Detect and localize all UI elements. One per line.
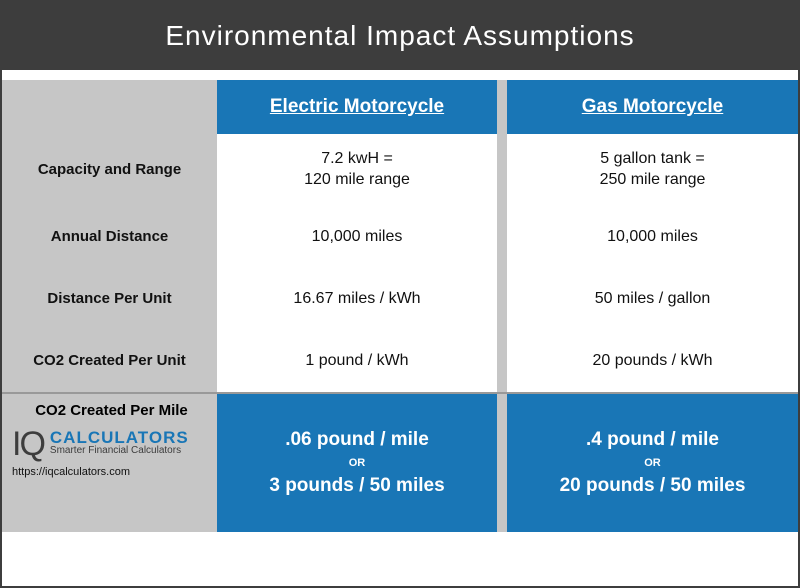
comparison-table: Capacity and Range 7.2 kwH = 120 mile ra… [2, 134, 798, 392]
cell-electric-capacity: 7.2 kwH = 120 mile range [217, 134, 497, 206]
summary-electric-line2: 3 pounds / 50 miles [269, 475, 444, 497]
row-divider [497, 268, 507, 330]
logo-sub-text: Smarter Financial Calculators [50, 446, 189, 456]
cell-gas-co2unit: 20 pounds / kWh [507, 330, 798, 392]
summary-row: CO2 Created Per Mile IQ CALCULATORS Smar… [2, 392, 798, 532]
row-label-capacity: Capacity and Range [2, 134, 217, 206]
col-header-gas: Gas Motorcycle [507, 80, 798, 134]
summary-electric: .06 pound / mile OR 3 pounds / 50 miles [217, 394, 497, 532]
summary-label-col: CO2 Created Per Mile IQ CALCULATORS Smar… [2, 394, 217, 532]
row-label-annual: Annual Distance [2, 206, 217, 268]
header-divider [497, 80, 507, 134]
cell-electric-dpu: 16.67 miles / kWh [217, 268, 497, 330]
header-gap [2, 70, 798, 80]
brand-logo: IQ CALCULATORS Smarter Financial Calcula… [12, 429, 211, 460]
summary-electric-or: OR [349, 457, 366, 469]
cell-gas-dpu: 50 miles / gallon [507, 268, 798, 330]
brand-url: https://iqcalculators.com [12, 466, 211, 478]
row-divider [497, 206, 507, 268]
column-headers: Electric Motorcycle Gas Motorcycle [2, 80, 798, 134]
summary-gas-line1: .4 pound / mile [586, 429, 719, 451]
summary-gas: .4 pound / mile OR 20 pounds / 50 miles [507, 394, 798, 532]
summary-label: CO2 Created Per Mile [12, 402, 211, 419]
row-divider [497, 330, 507, 392]
row-divider [497, 134, 507, 206]
summary-gas-line2: 20 pounds / 50 miles [560, 475, 746, 497]
col-header-electric: Electric Motorcycle [217, 80, 497, 134]
summary-divider [497, 394, 507, 532]
cell-electric-co2unit: 1 pound / kWh [217, 330, 497, 392]
logo-main-text: CALCULATORS [50, 429, 189, 446]
cell-gas-annual: 10,000 miles [507, 206, 798, 268]
page-title: Environmental Impact Assumptions [2, 2, 798, 70]
cell-gas-capacity: 5 gallon tank = 250 mile range [507, 134, 798, 206]
header-spacer [2, 80, 217, 134]
summary-gas-or: OR [644, 457, 661, 469]
summary-electric-line1: .06 pound / mile [285, 429, 429, 451]
row-label-dpu: Distance Per Unit [2, 268, 217, 330]
logo-iq-text: IQ [12, 429, 44, 460]
cell-electric-annual: 10,000 miles [217, 206, 497, 268]
row-label-co2unit: CO2 Created Per Unit [2, 330, 217, 392]
